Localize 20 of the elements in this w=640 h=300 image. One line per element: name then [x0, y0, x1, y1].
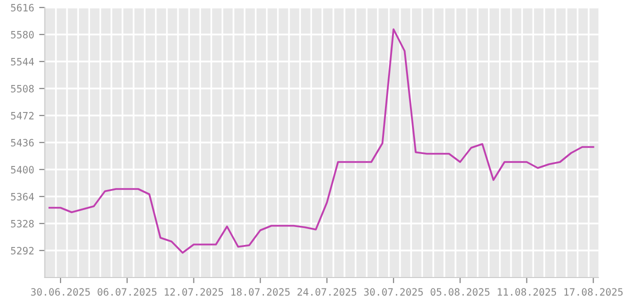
- x-tick-label: 18.07.2025: [231, 288, 290, 296]
- x-tick-label: 30.07.2025: [364, 288, 423, 296]
- y-tick-label: 5508: [11, 84, 34, 92]
- x-tick-label: 30.06.2025: [31, 288, 90, 296]
- x-tick-label: 11.08.2025: [498, 288, 556, 296]
- line-series: [48, 28, 594, 254]
- y-tick-label: 5544: [11, 58, 34, 66]
- y-tick-label: 5292: [11, 246, 34, 254]
- y-tick-label: 5400: [11, 166, 34, 174]
- x-tick-label: 05.08.2025: [430, 288, 490, 296]
- y-tick-label: 5616: [11, 4, 34, 12]
- y-tick-label: 5580: [11, 30, 34, 38]
- y-tick-label: 5436: [11, 138, 34, 146]
- y-tick-label: 5328: [11, 220, 34, 228]
- x-tick-label: 12.07.2025: [164, 288, 224, 296]
- x-tick-label: 17.08.2025: [564, 288, 623, 296]
- y-tick-label: 5364: [11, 192, 34, 200]
- x-tick-label: 24.07.2025: [298, 288, 356, 296]
- y-tick-label: 5472: [11, 112, 34, 120]
- x-tick-label: 06.07.2025: [98, 288, 156, 296]
